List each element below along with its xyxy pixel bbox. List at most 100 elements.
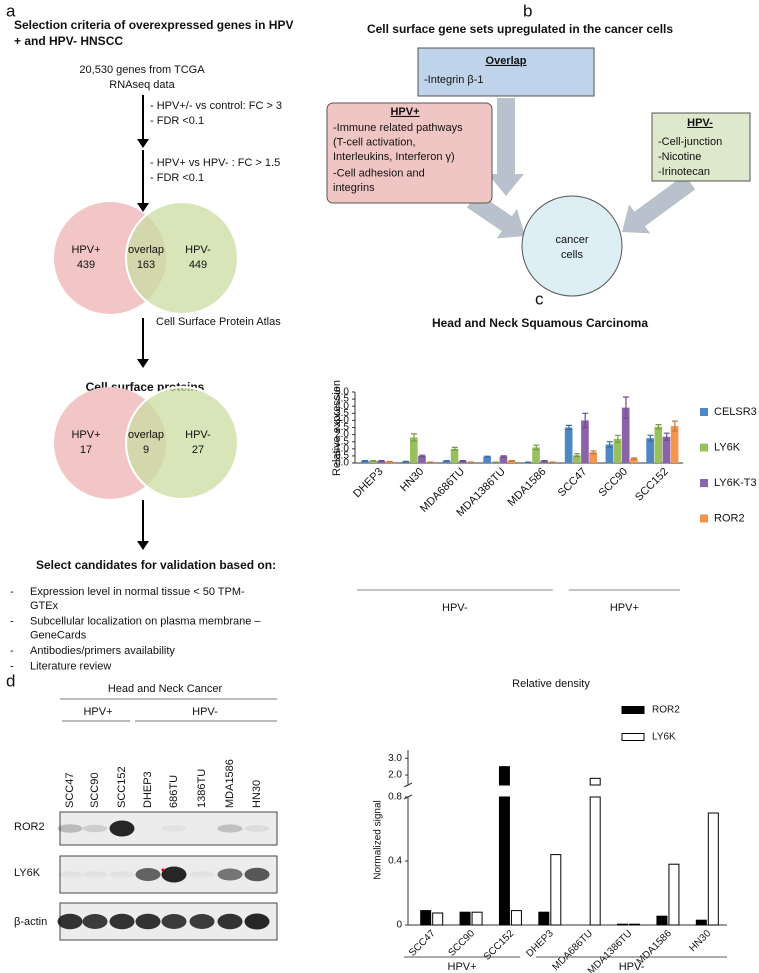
band [217, 868, 243, 881]
error-bar [411, 433, 418, 442]
arrow-head [137, 139, 149, 148]
x-tick-label: SCC90 [597, 466, 631, 500]
y-tick-label: 0.4 [388, 856, 402, 867]
criteria-text: GTEx [30, 600, 59, 612]
group-label: HPV+ [448, 961, 477, 973]
lane-label: 686TU [168, 775, 180, 808]
bar [369, 460, 377, 463]
lane-label: DHEP3 [142, 771, 154, 808]
bar [499, 456, 508, 463]
box-item: -Cell adhesion and [333, 167, 425, 179]
bar [613, 438, 622, 463]
error-bar [565, 424, 572, 431]
error-bar [500, 455, 507, 458]
error-bar [663, 432, 670, 441]
bar [629, 923, 641, 926]
legend-label: ROR2 [652, 705, 680, 716]
band [82, 914, 108, 929]
arrow-head [137, 541, 149, 550]
lane-label: HN30 [251, 780, 263, 808]
band [109, 871, 135, 878]
bar [420, 910, 432, 926]
y-tick-label: 1.5 [335, 436, 349, 447]
criteria-text: Expression level in normal tissue < 50 T… [30, 586, 245, 598]
venn-label: 27 [192, 444, 204, 456]
spot [161, 868, 165, 872]
lane-label: SCC152 [116, 766, 128, 808]
y-tick-label: 0.8 [388, 792, 402, 803]
bar [540, 460, 549, 463]
bar [646, 438, 654, 463]
cancer-cell [521, 195, 623, 297]
cell-label: cells [561, 249, 584, 261]
error-bar [451, 446, 458, 451]
bar [670, 426, 679, 463]
bar [418, 455, 426, 463]
bar [377, 460, 386, 463]
title: Cell surface gene sets upregulated in th… [367, 22, 673, 36]
box-item: -Nicotine [658, 151, 701, 163]
x-tick-label: DHEP3 [524, 928, 556, 960]
band [161, 825, 187, 832]
bar [621, 407, 630, 463]
bar [589, 796, 601, 926]
bar [471, 911, 483, 926]
band [189, 914, 215, 929]
band [57, 824, 83, 833]
y-tick-label: 5.0 [335, 387, 349, 398]
bar [498, 796, 510, 926]
bar [459, 911, 471, 926]
x-tick-label: DHEP3 [351, 466, 385, 500]
flow-arrow [488, 98, 524, 196]
bar [450, 448, 459, 463]
error-bar [508, 459, 515, 462]
venn-label: overlap [128, 429, 164, 441]
box-item: (T-cell activation, [333, 136, 416, 148]
bar [581, 420, 589, 463]
row-label: ROR2 [14, 821, 45, 833]
group-label: HPV- [619, 961, 645, 973]
panel-label: b [523, 1, 532, 20]
bullet: - [10, 660, 14, 672]
y-axis-label: Normalized signal [373, 800, 384, 879]
y-tick-label: 0 [396, 920, 402, 931]
source-text: RNAseq data [109, 79, 175, 91]
bar [668, 863, 680, 926]
bar [695, 919, 707, 926]
error-bar [631, 457, 638, 461]
error-bar [484, 455, 491, 458]
bar [589, 777, 601, 786]
y-tick-label: 4.5 [335, 394, 349, 405]
error-bar [647, 434, 654, 442]
error-bar [443, 459, 450, 462]
band [161, 914, 187, 929]
band [109, 913, 135, 930]
bar [656, 915, 668, 926]
flow-arrow [466, 192, 525, 239]
x-tick-label: SCC152 [482, 928, 517, 963]
legend-label: LY6K [714, 441, 741, 453]
box-item: Interleukins, Interferon γ) [333, 151, 455, 163]
lane-label: SCC47 [64, 773, 76, 808]
box-heading: Overlap [486, 55, 527, 67]
group-label: HPV- [192, 706, 218, 718]
bar [707, 812, 719, 926]
criteria-text: GeneCards [30, 629, 87, 641]
group-label: HPV+ [83, 706, 112, 718]
band [82, 871, 108, 878]
criteria-title: Select candidates for validation based o… [36, 558, 276, 572]
band [244, 913, 270, 930]
venn-label: 163 [137, 259, 155, 271]
filter-text: Cell Surface Protein Atlas [156, 316, 281, 328]
band [244, 825, 270, 832]
filter-text: - FDR <0.1 [150, 115, 204, 127]
legend-label: CELSR3 [714, 406, 757, 418]
bar [662, 436, 671, 463]
error-bar [459, 459, 466, 462]
panel-label: a [6, 1, 16, 20]
box-heading: HPV- [687, 117, 713, 129]
y-tick-label: 1.0 [335, 443, 349, 454]
filter-text: - FDR <0.1 [150, 172, 204, 184]
source-text: 20,530 genes from TCGA [79, 64, 205, 76]
venn-label: HPV- [185, 429, 211, 441]
